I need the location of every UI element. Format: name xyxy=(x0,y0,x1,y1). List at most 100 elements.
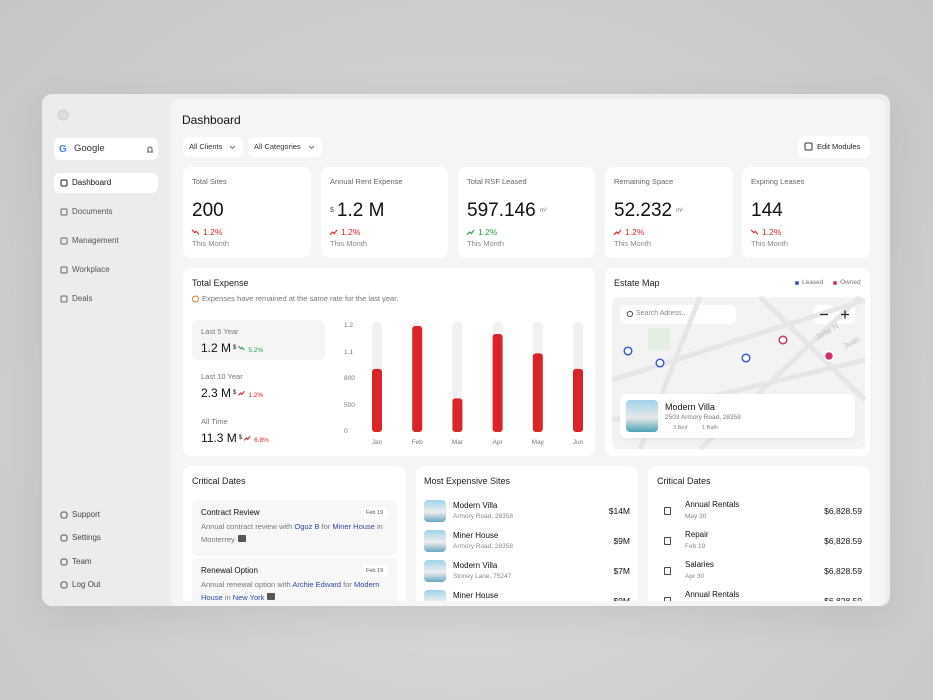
stat-label: Expiring Leases xyxy=(751,177,805,186)
item-link: Modern House xyxy=(201,580,380,601)
item-title: Renewal Option xyxy=(201,566,258,575)
nav-item[interactable]: Deals xyxy=(72,294,93,303)
stat-number: 597.146 xyxy=(467,200,536,221)
google-pill[interactable] xyxy=(54,138,158,160)
item-text: Annual contract review with Oguz B for M… xyxy=(201,520,391,550)
x-tick-label: Apr xyxy=(492,439,503,446)
stat-card xyxy=(605,167,733,258)
item-link: Archie Edward xyxy=(292,580,342,589)
y-tick-label: 1.2 xyxy=(344,322,354,329)
site-address: Armory Road, 28358 xyxy=(453,543,513,550)
filter-pill[interactable] xyxy=(183,137,243,157)
site-name: Modern Villa xyxy=(453,561,498,570)
x-tick-label: Jan xyxy=(371,439,383,446)
site-thumb xyxy=(424,590,446,601)
stat-value: 597.146 m² xyxy=(467,199,547,223)
nav-item[interactable]: Workplace xyxy=(72,265,110,274)
stat-label: Remaining Space xyxy=(614,177,674,186)
item-text-part: Annual renewal option with xyxy=(201,580,293,589)
stat-period: This Month xyxy=(192,239,230,248)
stat-label: Total RSF Leased xyxy=(467,177,527,186)
y-tick-label: 1.1 xyxy=(344,348,354,356)
edit-modules-button[interactable] xyxy=(798,136,870,158)
expense-card xyxy=(183,268,595,456)
footer-item[interactable]: Settings xyxy=(72,533,101,542)
payment-amount: $6,828.59 xyxy=(824,506,862,516)
filter-label: All Clients xyxy=(189,142,223,151)
summary-unit: $ xyxy=(238,435,243,441)
summary-value: 1.2 M $5.2% xyxy=(201,340,263,359)
card-title: Total Expense xyxy=(192,278,249,288)
stat-number: 200 xyxy=(192,200,224,221)
payment-name: Annual Rentals xyxy=(685,500,740,509)
x-tick-label: Mar xyxy=(451,439,463,446)
item-link: New York xyxy=(232,593,265,601)
x-tick-label: May xyxy=(531,439,544,446)
site-price: $14M xyxy=(608,506,630,516)
footer-item[interactable]: Support xyxy=(72,510,101,519)
stat-card xyxy=(183,167,311,258)
site-price: $9M xyxy=(613,536,630,546)
stat-unit: m² xyxy=(676,208,684,214)
payment-amount: $6,828.59 xyxy=(824,536,862,546)
item-text-part: in xyxy=(222,593,233,601)
payment-name: Salaries xyxy=(685,560,714,569)
summary-value: 2.3 M $1.2% xyxy=(201,385,263,404)
stat-period: This Month xyxy=(330,239,368,248)
card-title: Most Expensive Sites xyxy=(424,476,511,486)
payment-date: May 30 xyxy=(685,513,707,520)
site-address: Stoney Lane, 75247 xyxy=(453,573,512,580)
brand: Google xyxy=(74,143,105,154)
payment-icon xyxy=(664,597,671,601)
nav-item[interactable]: Management xyxy=(72,236,119,245)
item-title: Contract Review xyxy=(201,508,260,517)
legend-label: Leased xyxy=(802,279,824,286)
site-price: $7M xyxy=(613,566,630,576)
summary-change: 5.2% xyxy=(248,347,264,354)
stat-label: Total Sites xyxy=(192,177,227,186)
summary-label: All Time xyxy=(201,417,228,426)
page-title: Dashboard xyxy=(182,113,241,127)
card-title: Estate Map xyxy=(614,278,660,288)
property-image xyxy=(626,400,658,432)
footer-item[interactable]: Team xyxy=(72,557,92,566)
payment-amount: $6,828.59 xyxy=(824,596,862,601)
nav-active[interactable] xyxy=(54,173,158,193)
summary-number: 1.2 M xyxy=(201,341,232,355)
item-text-part: in Monterrey xyxy=(201,522,383,544)
site-name: Miner House xyxy=(453,531,499,540)
property-name: Modern Villa xyxy=(665,402,715,412)
property-baths: 1 Bath xyxy=(702,425,718,431)
card-note: Expenses have remained at the same rate … xyxy=(202,294,399,303)
legend-label: Owned xyxy=(840,279,861,286)
nav-item[interactable]: Documents xyxy=(72,207,113,216)
stat-label: Annual Rent Expense xyxy=(330,177,403,186)
site-address: Armory Road, 28358 xyxy=(453,513,513,520)
date-badge xyxy=(362,507,388,519)
payments-card xyxy=(648,466,870,601)
nav-item[interactable]: Dashboard xyxy=(72,178,112,187)
summary-number: 11.3 M xyxy=(201,431,237,445)
item-icon xyxy=(237,535,246,542)
stat-period: This Month xyxy=(467,239,505,248)
bottom-clip: Critical Dates Contract Review Feb 19 Annua… xyxy=(192,466,870,601)
payment-amount: $6,828.59 xyxy=(824,566,862,576)
stat-period: This Month xyxy=(751,239,789,248)
site-thumb xyxy=(424,530,446,552)
item-link: Miner House xyxy=(332,522,375,531)
date-badge-text: Feb 19 xyxy=(366,510,384,516)
site-thumb xyxy=(424,560,446,582)
item-text-part: Annual contract review with xyxy=(201,522,295,531)
x-tick-label: Feb xyxy=(411,439,423,446)
stat-change: 1.2% xyxy=(203,227,223,237)
footer-item[interactable]: Log Out xyxy=(72,580,101,589)
expensive-sites-card xyxy=(416,466,638,601)
site-name: Modern Villa xyxy=(453,501,498,510)
summary-change: 1.2% xyxy=(248,392,264,399)
summary-label: Last 10 Year xyxy=(201,372,243,381)
stat-card xyxy=(742,167,870,258)
y-tick-label: 0 xyxy=(344,428,348,435)
item-text: Annual renewal option with Archie Edward… xyxy=(201,578,391,601)
stat-period: This Month xyxy=(614,239,652,248)
